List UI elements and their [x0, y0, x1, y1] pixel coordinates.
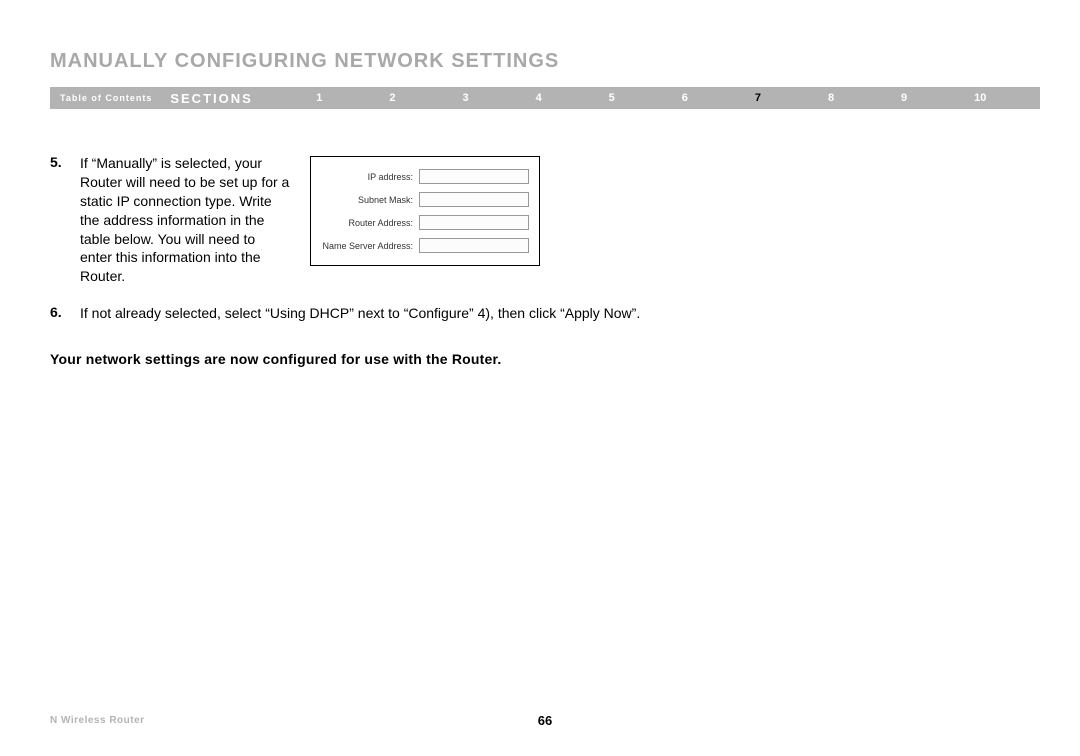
form-label: Router Address: — [321, 218, 419, 228]
form-row: Router Address: — [321, 215, 529, 230]
form-input[interactable] — [419, 192, 529, 207]
nav-section-5[interactable]: 5 — [609, 92, 615, 104]
nav-section-3[interactable]: 3 — [462, 92, 468, 104]
nav-section-1[interactable]: 1 — [316, 92, 322, 104]
form-label: Subnet Mask: — [321, 195, 419, 205]
nav-section-9[interactable]: 9 — [901, 92, 907, 104]
page-title: MANUALLY CONFIGURING NETWORK SETTINGS — [50, 50, 1040, 73]
step-6-number: 6. — [50, 304, 80, 320]
footer-product-name: N Wireless Router — [50, 715, 145, 726]
nav-section-4[interactable]: 4 — [536, 92, 542, 104]
ip-settings-table: IP address: Subnet Mask: Router Address: Na… — [310, 156, 540, 266]
conclusion-text: Your network settings are now configured… — [50, 351, 690, 367]
footer-page-number: 66 — [538, 713, 552, 728]
nav-toc-link[interactable]: Table of Contents — [50, 93, 170, 103]
step-5-number: 5. — [50, 154, 80, 170]
form-row: Subnet Mask: — [321, 192, 529, 207]
nav-sections-label: SECTIONS — [170, 91, 282, 106]
form-input[interactable] — [419, 215, 529, 230]
form-row: IP address: — [321, 169, 529, 184]
nav-numbers: 1 2 3 4 5 6 7 8 9 10 — [283, 92, 1040, 104]
sections-nav: Table of Contents SECTIONS 1 2 3 4 5 6 7 8 9 10 — [50, 87, 1040, 109]
nav-section-6[interactable]: 6 — [682, 92, 688, 104]
form-row: Name Server Address: — [321, 238, 529, 253]
step-6-text: If not already selected, select “Using D… — [80, 304, 640, 323]
step-5-text: If “Manually” is selected, your Router w… — [80, 154, 290, 286]
form-label: IP address: — [321, 172, 419, 182]
nav-section-8[interactable]: 8 — [828, 92, 834, 104]
nav-section-7[interactable]: 7 — [755, 92, 761, 104]
nav-section-2[interactable]: 2 — [389, 92, 395, 104]
form-label: Name Server Address: — [321, 241, 419, 251]
form-input[interactable] — [419, 169, 529, 184]
form-input[interactable] — [419, 238, 529, 253]
nav-section-10[interactable]: 10 — [974, 92, 986, 104]
